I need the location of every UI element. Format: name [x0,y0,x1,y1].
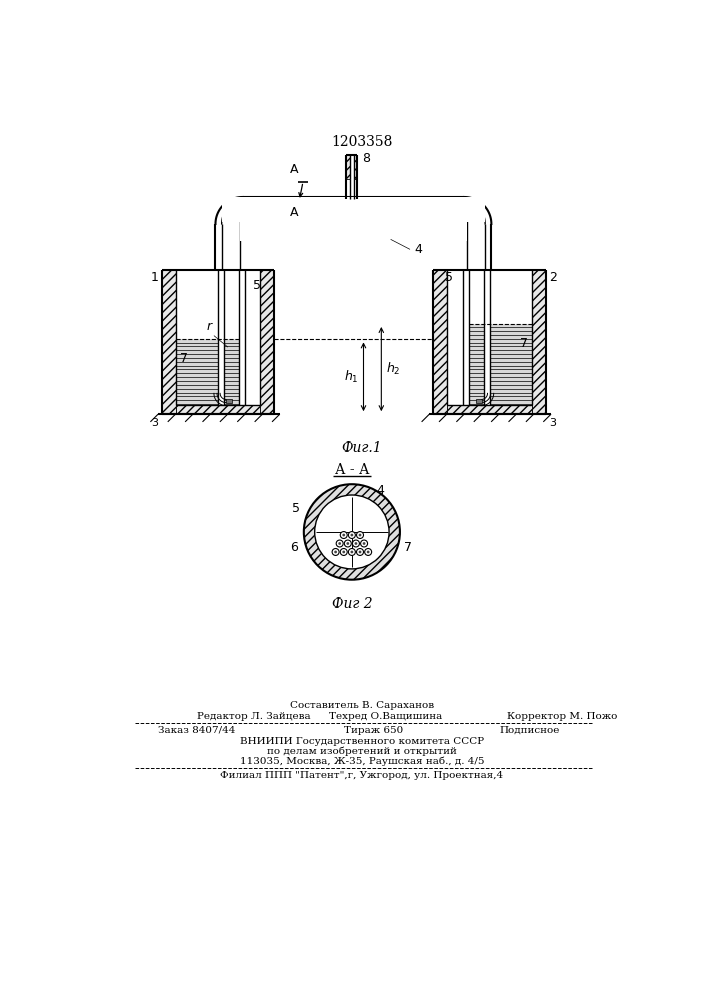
Text: 7: 7 [520,337,528,350]
Text: Корректор М. Пожо: Корректор М. Пожо [507,712,617,721]
Text: 5: 5 [252,279,261,292]
Text: Редактор Л. Зайцева: Редактор Л. Зайцева [197,712,310,721]
Text: 2: 2 [549,271,557,284]
Text: r: r [206,320,211,333]
Circle shape [332,549,339,555]
Bar [176,339,218,405]
Bar [222,197,485,222]
Text: 3: 3 [549,418,556,428]
Bar [448,270,532,405]
Text: Техред О.Ващишина: Техред О.Ващишина [329,712,442,721]
Bar [349,155,354,179]
Circle shape [334,551,337,553]
Text: 1: 1 [151,271,158,284]
Circle shape [338,542,341,545]
Bar [462,270,469,405]
Circle shape [340,549,347,555]
Text: 8: 8 [362,152,370,165]
Bar [239,270,245,405]
Text: $h_1$: $h_1$ [344,369,359,385]
Bar [224,339,239,405]
Text: 5: 5 [445,271,453,284]
Circle shape [361,540,368,547]
Bar [354,155,357,179]
Circle shape [367,551,370,553]
Circle shape [356,549,363,555]
Bar [226,399,232,403]
Text: 3: 3 [151,418,158,428]
Circle shape [340,532,347,538]
Text: А: А [289,163,298,176]
Bar [490,324,532,405]
Circle shape [337,540,343,547]
Text: 4: 4 [376,484,384,497]
Text: ВНИИПИ Государственного комитета СССР: ВНИИПИ Государственного комитета СССР [240,737,484,746]
Bar [240,218,467,241]
Text: Филиал ППП "Патент",г, Ужгород, ул. Проектная,4: Филиал ППП "Патент",г, Ужгород, ул. Прое… [221,771,503,780]
Circle shape [346,542,349,545]
Circle shape [358,551,361,553]
Text: А - А: А - А [334,463,369,477]
Bar [469,324,484,405]
Text: Тираж 650: Тираж 650 [344,726,404,735]
Circle shape [351,551,354,553]
Text: Составитель В. Сараханов: Составитель В. Сараханов [290,701,434,710]
Circle shape [363,542,366,545]
Bar [433,270,448,414]
Circle shape [342,534,345,536]
Bar [176,405,260,414]
Text: по делам изобретений и открытий: по делам изобретений и открытий [267,747,457,756]
Text: Подписное: Подписное [499,726,559,735]
Text: 1203358: 1203358 [332,135,392,149]
Text: А: А [289,206,298,219]
Bar [218,270,224,405]
Bar [224,270,239,405]
Circle shape [365,549,372,555]
Text: 4: 4 [414,243,422,256]
Text: 6: 6 [290,541,298,554]
Text: 7: 7 [404,541,411,554]
Circle shape [356,532,363,538]
Circle shape [344,540,351,547]
Bar [532,270,546,414]
Circle shape [315,495,389,569]
Circle shape [304,484,400,580]
Circle shape [351,534,354,536]
Circle shape [349,549,356,555]
Text: 5: 5 [292,502,300,515]
Bar [469,270,484,405]
Bar [260,270,274,414]
Bar [346,155,349,179]
Bar [448,405,532,414]
Text: Заказ 8407/44: Заказ 8407/44 [158,726,235,735]
Bar [162,270,176,414]
Text: 7: 7 [180,352,188,365]
Text: Фиг 2: Фиг 2 [332,597,372,611]
Text: Фиг.1: Фиг.1 [341,441,382,455]
Circle shape [354,542,357,545]
Circle shape [349,532,356,538]
Text: 113035, Москва, Ж-35, Раушская наб., д. 4/5: 113035, Москва, Ж-35, Раушская наб., д. … [240,757,484,766]
Bar [176,270,260,405]
Circle shape [353,540,359,547]
Circle shape [358,534,361,536]
Text: $h_2$: $h_2$ [386,361,400,377]
Bar [484,270,490,405]
Bar [476,399,482,403]
Circle shape [342,551,345,553]
